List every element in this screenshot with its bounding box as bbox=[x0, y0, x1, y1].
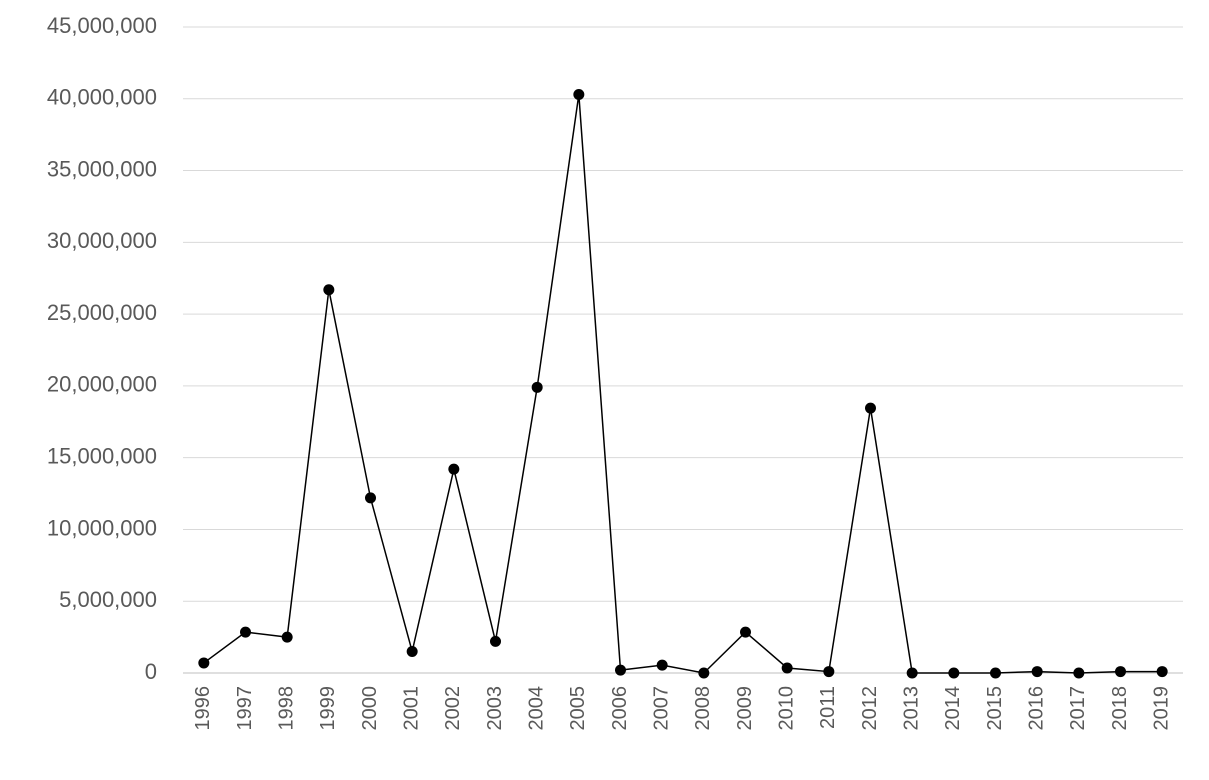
marker bbox=[1073, 667, 1085, 679]
marker bbox=[906, 667, 918, 679]
line bbox=[203, 94, 1163, 674]
y-tick-label: 15,000,000 bbox=[47, 443, 157, 468]
x-tick-label: 2017 bbox=[1067, 686, 1089, 731]
y-tick-label: 5,000,000 bbox=[59, 587, 157, 612]
marker bbox=[823, 666, 835, 678]
x-tick-label: 1997 bbox=[234, 686, 256, 731]
x-tick-label: 2002 bbox=[442, 686, 464, 731]
marker bbox=[990, 667, 1001, 679]
x-tick-label: 2019 bbox=[1150, 686, 1172, 731]
x-tick-label: 2007 bbox=[650, 686, 672, 731]
x-tick-label: 2008 bbox=[692, 686, 714, 731]
marker bbox=[865, 402, 876, 414]
x-tick-label: 2012 bbox=[859, 686, 881, 731]
x-tick-label: 1998 bbox=[275, 686, 297, 731]
y-tick-label: 20,000,000 bbox=[47, 372, 157, 397]
y-tick-label: 30,000,000 bbox=[47, 228, 157, 253]
y-tick-label: 25,000,000 bbox=[47, 300, 157, 325]
marker bbox=[323, 284, 335, 296]
x-tick-label: 2003 bbox=[484, 686, 506, 731]
y-tick-label: 45,000,000 bbox=[47, 13, 157, 38]
x-tick-label: 2018 bbox=[1109, 686, 1131, 731]
marker bbox=[781, 662, 793, 674]
marker bbox=[1115, 666, 1126, 678]
marker bbox=[198, 657, 210, 669]
x-tick-label: 2000 bbox=[359, 686, 381, 731]
x-tick-label: 2001 bbox=[400, 686, 422, 731]
x-tick-label: 1996 bbox=[192, 686, 214, 731]
x-tick-label: 2004 bbox=[525, 686, 547, 731]
y-tick-label: 35,000,000 bbox=[47, 156, 157, 181]
x-tick-label: 2011 bbox=[817, 686, 839, 729]
marker bbox=[1031, 666, 1043, 678]
y-tick-label: 40,000,000 bbox=[47, 85, 157, 110]
x-tick-label: 2016 bbox=[1025, 686, 1047, 731]
y-tick-label: 0 bbox=[145, 659, 157, 684]
marker bbox=[698, 667, 710, 679]
marker bbox=[1156, 666, 1168, 678]
marker bbox=[740, 626, 751, 638]
x-tick-label: 2005 bbox=[567, 686, 589, 731]
x-tick-label: 2015 bbox=[984, 686, 1006, 731]
x-tick-label: 2009 bbox=[734, 686, 756, 731]
marker bbox=[573, 88, 585, 100]
x-tick-label: 2013 bbox=[900, 686, 922, 731]
marker bbox=[365, 492, 376, 504]
x-tick-label: 2010 bbox=[775, 686, 797, 731]
marker bbox=[656, 659, 668, 671]
marker bbox=[281, 631, 293, 643]
marker bbox=[531, 381, 543, 393]
x-tick-label: 2006 bbox=[609, 686, 631, 731]
marker bbox=[240, 626, 251, 638]
marker bbox=[448, 463, 460, 475]
marker bbox=[406, 645, 418, 657]
marker bbox=[490, 635, 501, 647]
x-tick-label: 1999 bbox=[317, 686, 339, 731]
x-tick-label: 2014 bbox=[942, 686, 964, 731]
y-tick-label: 10,000,000 bbox=[47, 515, 157, 540]
marker bbox=[615, 664, 626, 676]
marker bbox=[948, 667, 960, 679]
